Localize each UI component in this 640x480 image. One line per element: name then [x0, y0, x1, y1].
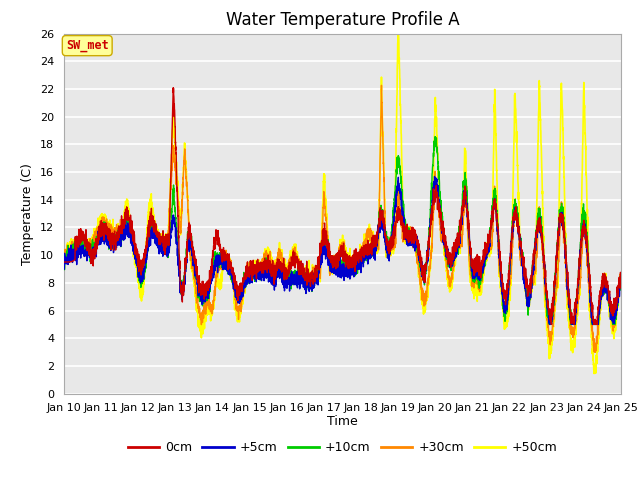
0cm — [547, 322, 555, 327]
+5cm — [617, 278, 625, 284]
Text: SW_met: SW_met — [66, 39, 109, 52]
+30cm — [406, 224, 414, 230]
+10cm — [406, 236, 414, 242]
+30cm — [60, 250, 68, 256]
+5cm — [397, 196, 404, 202]
+5cm — [617, 276, 625, 282]
+5cm — [546, 322, 554, 327]
0cm — [397, 219, 404, 225]
0cm — [170, 85, 177, 91]
Y-axis label: Temperature (C): Temperature (C) — [22, 163, 35, 264]
+10cm — [397, 173, 404, 179]
0cm — [216, 247, 223, 253]
+30cm — [179, 176, 187, 182]
+50cm — [216, 276, 223, 282]
+10cm — [617, 279, 625, 285]
+50cm — [179, 172, 187, 178]
X-axis label: Time: Time — [327, 415, 358, 428]
+30cm — [378, 83, 385, 88]
Legend: 0cm, +5cm, +10cm, +30cm, +50cm: 0cm, +5cm, +10cm, +30cm, +50cm — [123, 436, 562, 459]
0cm — [406, 229, 414, 235]
+10cm — [431, 133, 439, 139]
+10cm — [179, 284, 187, 290]
+30cm — [617, 271, 625, 276]
+50cm — [590, 371, 598, 376]
Line: +10cm: +10cm — [64, 136, 621, 324]
+30cm — [397, 217, 404, 223]
+10cm — [60, 258, 68, 264]
0cm — [617, 276, 625, 282]
+30cm — [216, 266, 223, 272]
+30cm — [617, 275, 625, 280]
+5cm — [179, 289, 187, 295]
Line: 0cm: 0cm — [64, 88, 621, 324]
+50cm — [617, 271, 625, 277]
+5cm — [406, 238, 414, 244]
0cm — [564, 278, 572, 284]
+50cm — [406, 227, 414, 233]
+50cm — [394, 31, 402, 36]
+50cm — [564, 301, 572, 307]
+10cm — [545, 322, 553, 327]
Line: +30cm: +30cm — [64, 85, 621, 352]
+30cm — [591, 349, 599, 355]
+30cm — [564, 301, 572, 307]
Line: +5cm: +5cm — [64, 176, 621, 324]
Title: Water Temperature Profile A: Water Temperature Profile A — [225, 11, 460, 29]
+5cm — [564, 283, 572, 289]
+10cm — [216, 250, 223, 255]
Line: +50cm: +50cm — [64, 34, 621, 373]
+5cm — [216, 254, 223, 260]
+5cm — [431, 173, 438, 179]
+50cm — [60, 245, 68, 251]
+10cm — [617, 273, 625, 278]
0cm — [60, 259, 68, 265]
0cm — [617, 274, 625, 279]
+10cm — [564, 294, 572, 300]
+5cm — [60, 260, 68, 265]
+50cm — [617, 274, 625, 279]
+50cm — [397, 120, 404, 125]
0cm — [180, 292, 188, 298]
